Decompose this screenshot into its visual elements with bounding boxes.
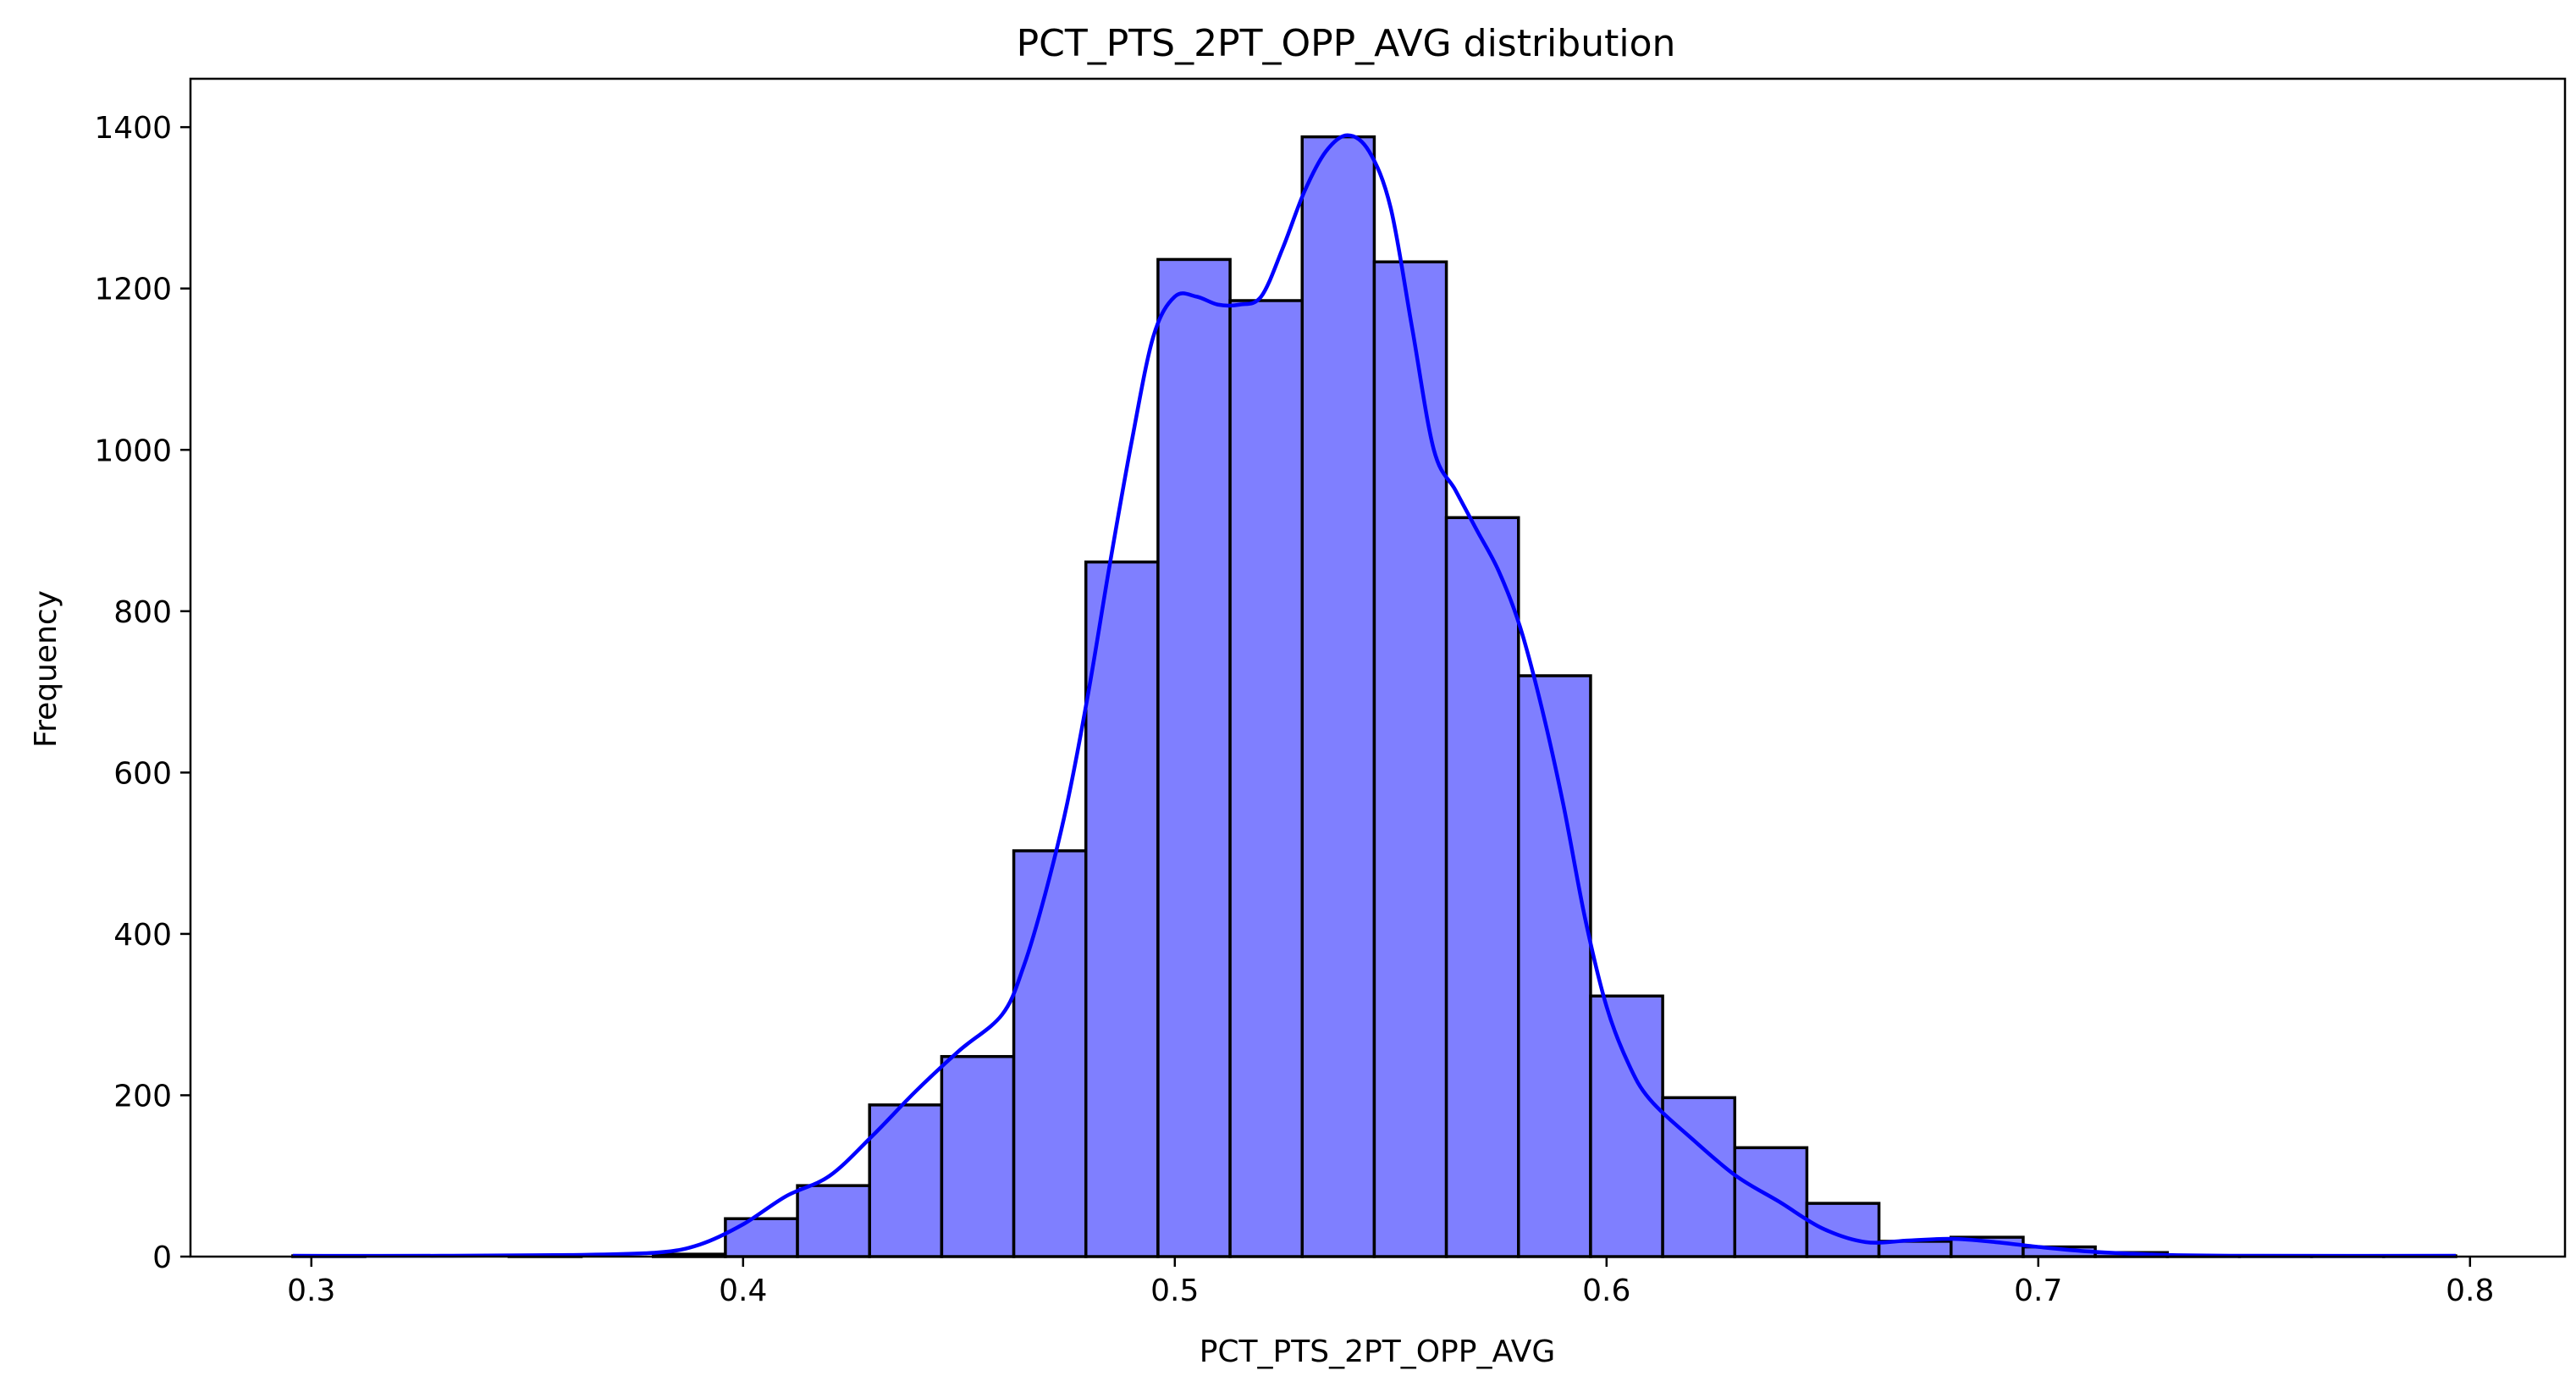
x-tick-label: 0.4 [719,1274,767,1308]
histogram-bar [1012,849,1088,1258]
x-tick-label: 0.6 [1582,1274,1630,1308]
x-tick-label: 0.3 [287,1274,335,1308]
histogram-bar [1444,516,1520,1258]
bars-group [291,135,2457,1258]
y-axis: 0 200 400 600 800 1000 1200 1400 [94,111,190,1275]
y-tick-label: 400 [113,918,172,953]
y-axis-label: Frequency [29,590,63,748]
histogram-bar [1156,257,1232,1258]
histogram-bar [1084,560,1160,1258]
y-tick-label: 0 [152,1241,172,1275]
histogram-bar [796,1184,871,1258]
y-tick-label: 1000 [94,434,172,468]
plot-frame [189,77,2567,1258]
y-tick-label: 1200 [94,273,172,307]
y-tick-label: 600 [113,756,172,791]
histogram-bar [940,1054,1016,1258]
y-tick-label: 200 [113,1079,172,1113]
x-axis: 0.3 0.4 0.5 0.6 0.7 0.8 [287,1257,2494,1308]
x-tick-label: 0.8 [2446,1274,2494,1308]
histogram-bar [1589,994,1664,1258]
x-tick-label: 0.5 [1150,1274,1199,1308]
histogram-bar [724,1217,799,1258]
histogram-bar [1228,299,1304,1258]
histogram-bar [1300,135,1376,1258]
histogram-bar [1372,260,1448,1258]
y-tick-label: 1400 [94,111,172,146]
chart-title: PCT_PTS_2PT_OPP_AVG distribution [1017,22,1676,65]
x-tick-label: 0.7 [2014,1274,2062,1308]
x-axis-label: PCT_PTS_2PT_OPP_AVG [1200,1335,1556,1369]
y-tick-label: 800 [113,595,172,630]
histogram-bar [1733,1146,1809,1258]
histogram-bar [1805,1202,1881,1258]
kde-curve [292,133,2456,1258]
